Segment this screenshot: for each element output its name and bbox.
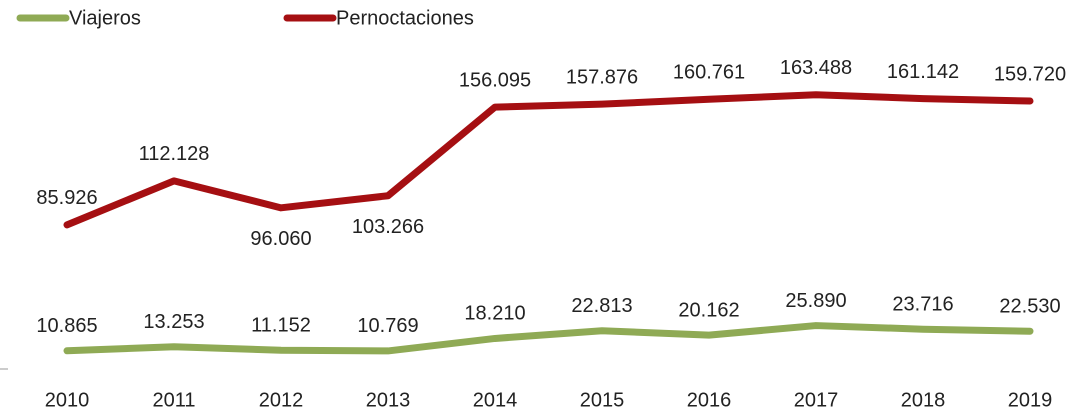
x-tick-label: 2011 (152, 389, 195, 411)
legend-label: Viajeros (69, 7, 141, 29)
data-label: 11.152 (251, 315, 311, 337)
x-tick-label: 2010 (45, 389, 90, 411)
data-label: 23.716 (892, 293, 953, 315)
x-tick-label: 2016 (687, 389, 732, 411)
x-tick-label: 2012 (259, 389, 304, 411)
data-label: 156.095 (459, 69, 531, 91)
data-label: 13.253 (143, 311, 204, 333)
data-label: 22.530 (999, 295, 1060, 317)
x-tick-label: 2017 (794, 389, 839, 411)
data-label: 163.488 (780, 57, 852, 79)
data-label: 96.060 (250, 228, 311, 250)
x-tick-label: 2015 (580, 389, 625, 411)
data-label: 10.865 (36, 315, 97, 337)
x-tick-label: 2018 (901, 389, 946, 411)
series-line (63, 322, 1034, 355)
legend-label: Pernoctaciones (336, 7, 474, 29)
data-label: 157.876 (566, 66, 638, 88)
data-label: 22.813 (571, 295, 632, 317)
data-label: 85.926 (36, 187, 97, 209)
x-tick-label: 2013 (366, 389, 411, 411)
data-label: 161.142 (887, 61, 959, 83)
data-label: 160.761 (673, 62, 745, 84)
data-label: 20.162 (678, 299, 739, 321)
x-tick-label: 2014 (473, 389, 518, 411)
data-label: 25.890 (785, 290, 846, 312)
x-tick-label: 2019 (1008, 389, 1053, 411)
data-label: 10.769 (357, 315, 418, 337)
series-line (63, 91, 1034, 229)
data-label: 112.128 (139, 143, 210, 165)
data-label: 18.210 (464, 303, 525, 325)
data-label: 159.720 (994, 63, 1066, 85)
data-label: 103.266 (352, 216, 424, 238)
